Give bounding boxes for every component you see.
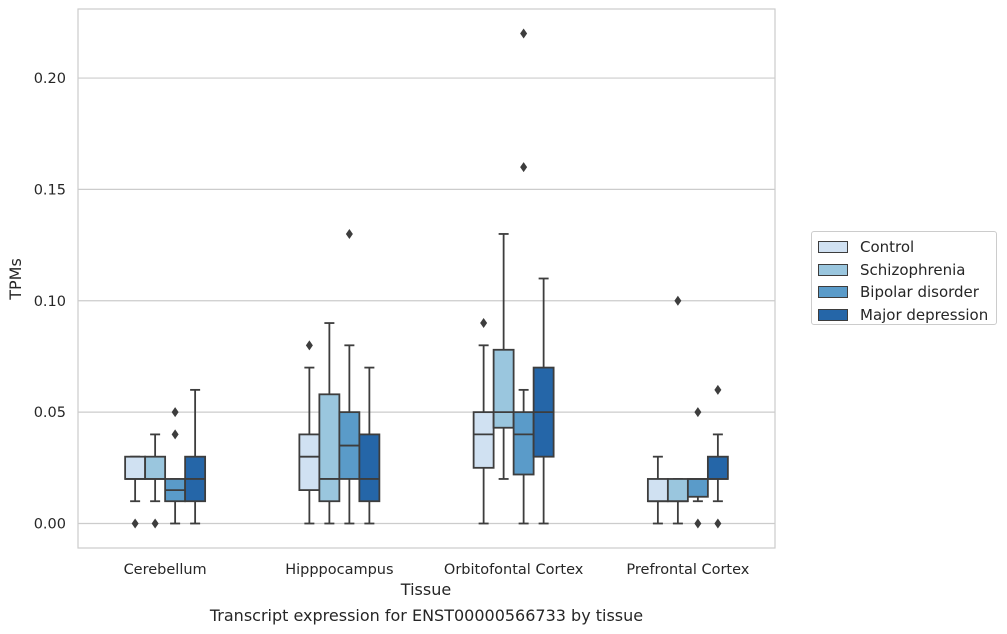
- box-schizophrenia: [666, 295, 689, 525]
- iqr-box: [144, 455, 167, 480]
- box-major-depression: [358, 366, 381, 525]
- iqr-box: [318, 393, 341, 503]
- legend-label: Major depression: [860, 305, 989, 324]
- plot-frame: [77, 8, 776, 549]
- x-tick-label: Prefrontal Cortex: [626, 562, 749, 578]
- x-tick-label: Cerebellum: [124, 562, 207, 578]
- box-bipolar-disorder: [164, 407, 187, 525]
- y-tick-label: 0.10: [34, 294, 66, 310]
- outlier-point: [714, 518, 722, 529]
- box-major-depression: [706, 384, 729, 529]
- gridlines: [78, 77, 775, 525]
- x-tick-label: Hipppocampus: [285, 562, 393, 578]
- iqr-box: [358, 433, 381, 503]
- box-major-depression: [184, 388, 207, 525]
- box-bipolar-disorder: [338, 228, 361, 525]
- legend-item: Major depression: [818, 304, 996, 327]
- outlier-point: [171, 429, 179, 440]
- y-tick-label: 0.15: [34, 182, 66, 198]
- outlier-point: [520, 162, 528, 173]
- legend-label: Schizophrenia: [860, 260, 966, 279]
- chart-caption: Transcript expression for ENST0000056673…: [209, 606, 644, 625]
- legend-item: Control: [818, 236, 996, 259]
- iqr-box: [646, 478, 669, 503]
- box-control: [472, 318, 495, 525]
- legend-swatch: [818, 286, 848, 299]
- iqr-box: [472, 411, 495, 469]
- legend: Control Schizophrenia Bipolar disorder Majo…: [811, 231, 997, 325]
- box-control: [646, 455, 669, 525]
- box-control: [298, 340, 321, 525]
- iqr-box: [686, 478, 709, 498]
- y-tick-label: 0.00: [34, 517, 66, 533]
- y-tick-label: 0.20: [34, 71, 66, 87]
- box-major-depression: [532, 277, 555, 525]
- box-control: [124, 455, 147, 529]
- legend-swatch: [818, 308, 848, 321]
- legend-item: Schizophrenia: [818, 259, 996, 282]
- iqr-box: [706, 455, 729, 480]
- iqr-box: [124, 455, 147, 480]
- outlier-point: [305, 340, 313, 351]
- legend-swatch: [818, 263, 848, 276]
- legend-swatch: [818, 241, 848, 254]
- iqr-box: [666, 478, 689, 503]
- x-tick-label: Orbitofontal Cortex: [444, 562, 584, 578]
- outlier-point: [520, 28, 528, 39]
- legend-item: Bipolar disorder: [818, 281, 996, 304]
- iqr-box: [298, 433, 321, 491]
- legend-label: Control: [860, 238, 915, 257]
- outlier-point: [674, 295, 682, 306]
- outlier-point: [694, 518, 702, 529]
- outlier-point: [171, 407, 179, 418]
- outlier-point: [131, 518, 139, 529]
- y-axis-label: TPMs: [6, 258, 25, 301]
- box-bipolar-disorder: [512, 28, 535, 525]
- outlier-point: [694, 407, 702, 418]
- iqr-box: [512, 411, 535, 476]
- outlier-point: [480, 318, 488, 329]
- box-schizophrenia: [318, 322, 341, 525]
- outlier-point: [151, 518, 159, 529]
- legend-label: Bipolar disorder: [860, 283, 979, 302]
- x-axis-label: Tissue: [400, 580, 451, 599]
- tick-labels: 0.00 0.05 0.10 0.15 0.20 Cerebellum Hipppocamp…: [34, 71, 750, 578]
- y-tick-label: 0.05: [34, 405, 66, 421]
- iqr-box: [492, 348, 515, 429]
- boxes: [124, 28, 729, 529]
- box-schizophrenia: [492, 233, 515, 480]
- outlier-point: [345, 228, 353, 239]
- box-schizophrenia: [144, 433, 167, 529]
- box-bipolar-disorder: [686, 407, 709, 529]
- outlier-point: [714, 384, 722, 395]
